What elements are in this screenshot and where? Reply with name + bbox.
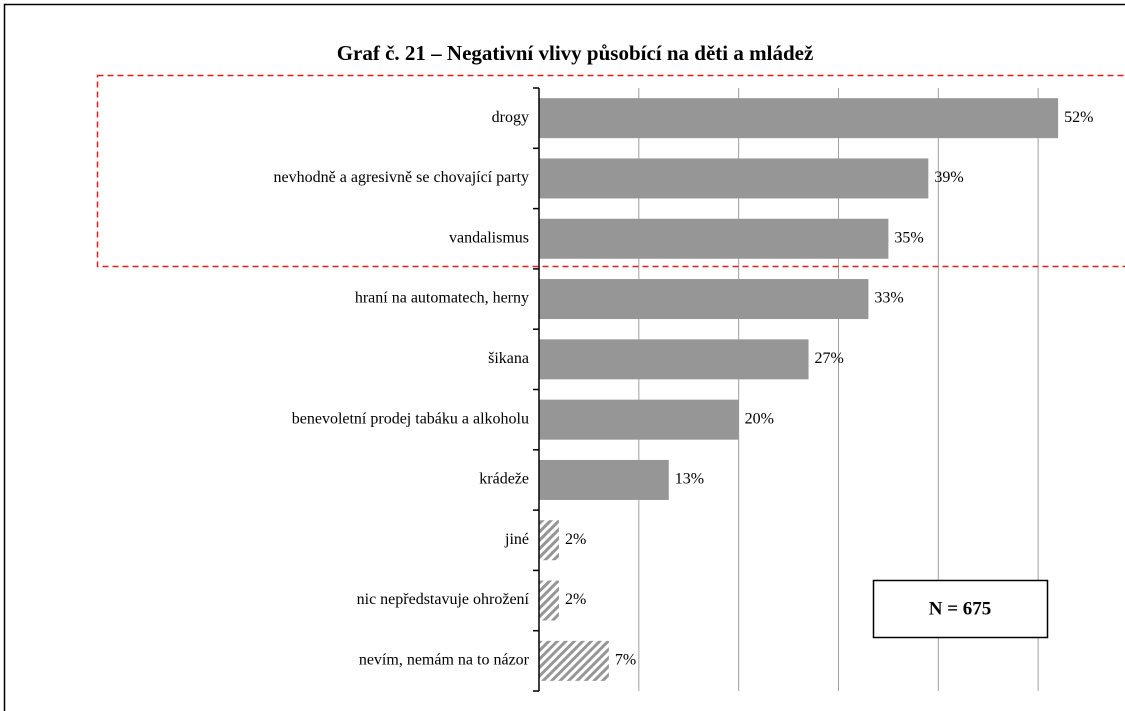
value-label: 52%	[1064, 109, 1093, 126]
annotation-box	[872, 579, 1049, 639]
y-tick-label: nevím, nemám na to názor	[359, 652, 530, 669]
y-tick-label: šikana	[488, 350, 529, 367]
y-tick-label: nic nepředstavuje ohrožení	[357, 591, 530, 608]
y-tick-label: nevhodně a agresivně se chovající party	[274, 169, 529, 186]
y-tick-label: jiné	[504, 531, 529, 548]
bar	[539, 399, 739, 440]
value-label: 2%	[565, 531, 586, 548]
bar	[539, 218, 889, 259]
bar	[539, 459, 669, 500]
bar	[539, 279, 869, 320]
bar	[539, 520, 559, 561]
value-label: 2%	[565, 591, 586, 608]
bar	[539, 580, 559, 621]
value-label: 13%	[675, 471, 704, 488]
bars: drogy 52% nevhodně a agresivně se chovajíc…	[274, 87, 1093, 692]
annotation: N = 675	[929, 598, 992, 619]
y-tick-label: krádeže	[479, 471, 529, 488]
highlight-box	[96, 74, 1125, 268]
chart-title: Graf č. 21 – Negativní vlivy působící na…	[337, 41, 814, 65]
y-tick-label: drogy	[492, 109, 529, 126]
value-label: 35%	[894, 229, 923, 246]
value-label: 39%	[934, 169, 963, 186]
value-label: 27%	[815, 350, 844, 367]
bar	[539, 158, 929, 199]
bar	[539, 98, 1059, 139]
value-label: 33%	[874, 290, 903, 307]
bar	[539, 339, 809, 380]
value-label: 7%	[615, 652, 636, 669]
bar	[539, 640, 609, 681]
y-tick-label: vandalismus	[449, 229, 529, 246]
y-tick-label: hraní na automatech, herny	[355, 290, 529, 307]
value-label: 20%	[745, 410, 774, 427]
y-tick-label: benevoletní prodej tabáku a alkoholu	[292, 410, 529, 427]
